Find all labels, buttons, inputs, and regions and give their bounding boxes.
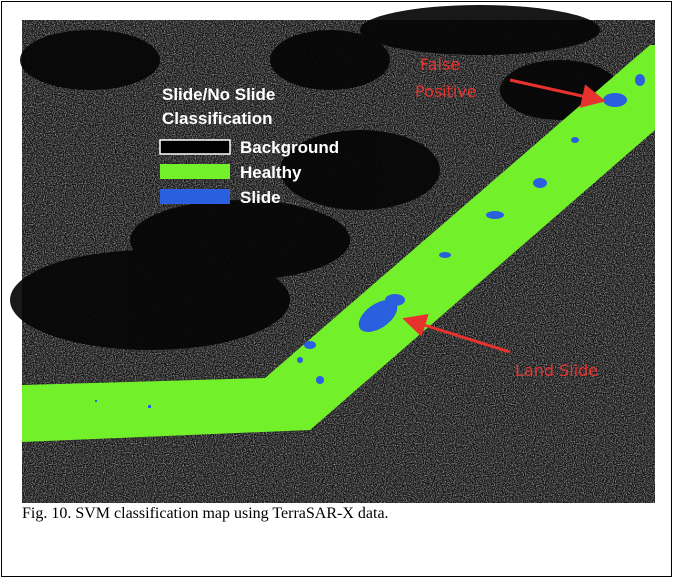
annotation: Land Slide <box>515 361 598 380</box>
figure-image: Slide/No Slide Classification Background… <box>0 0 673 578</box>
legend-item: Background <box>240 138 339 157</box>
legend-swatch-slide <box>160 189 230 204</box>
legend-item: Healthy <box>240 163 302 182</box>
page: Slide/No Slide Classification Background… <box>0 0 673 578</box>
annotation: False <box>420 55 460 74</box>
annotation: Positive <box>415 82 477 101</box>
legend-swatch-background <box>160 140 230 154</box>
legend-title: Classification <box>162 109 273 128</box>
legend-item: Slide <box>240 188 281 207</box>
legend-swatch-healthy <box>160 164 230 179</box>
legend-title: Slide/No Slide <box>162 85 275 104</box>
caption: Fig. 10. SVM classification map using Te… <box>22 505 389 523</box>
